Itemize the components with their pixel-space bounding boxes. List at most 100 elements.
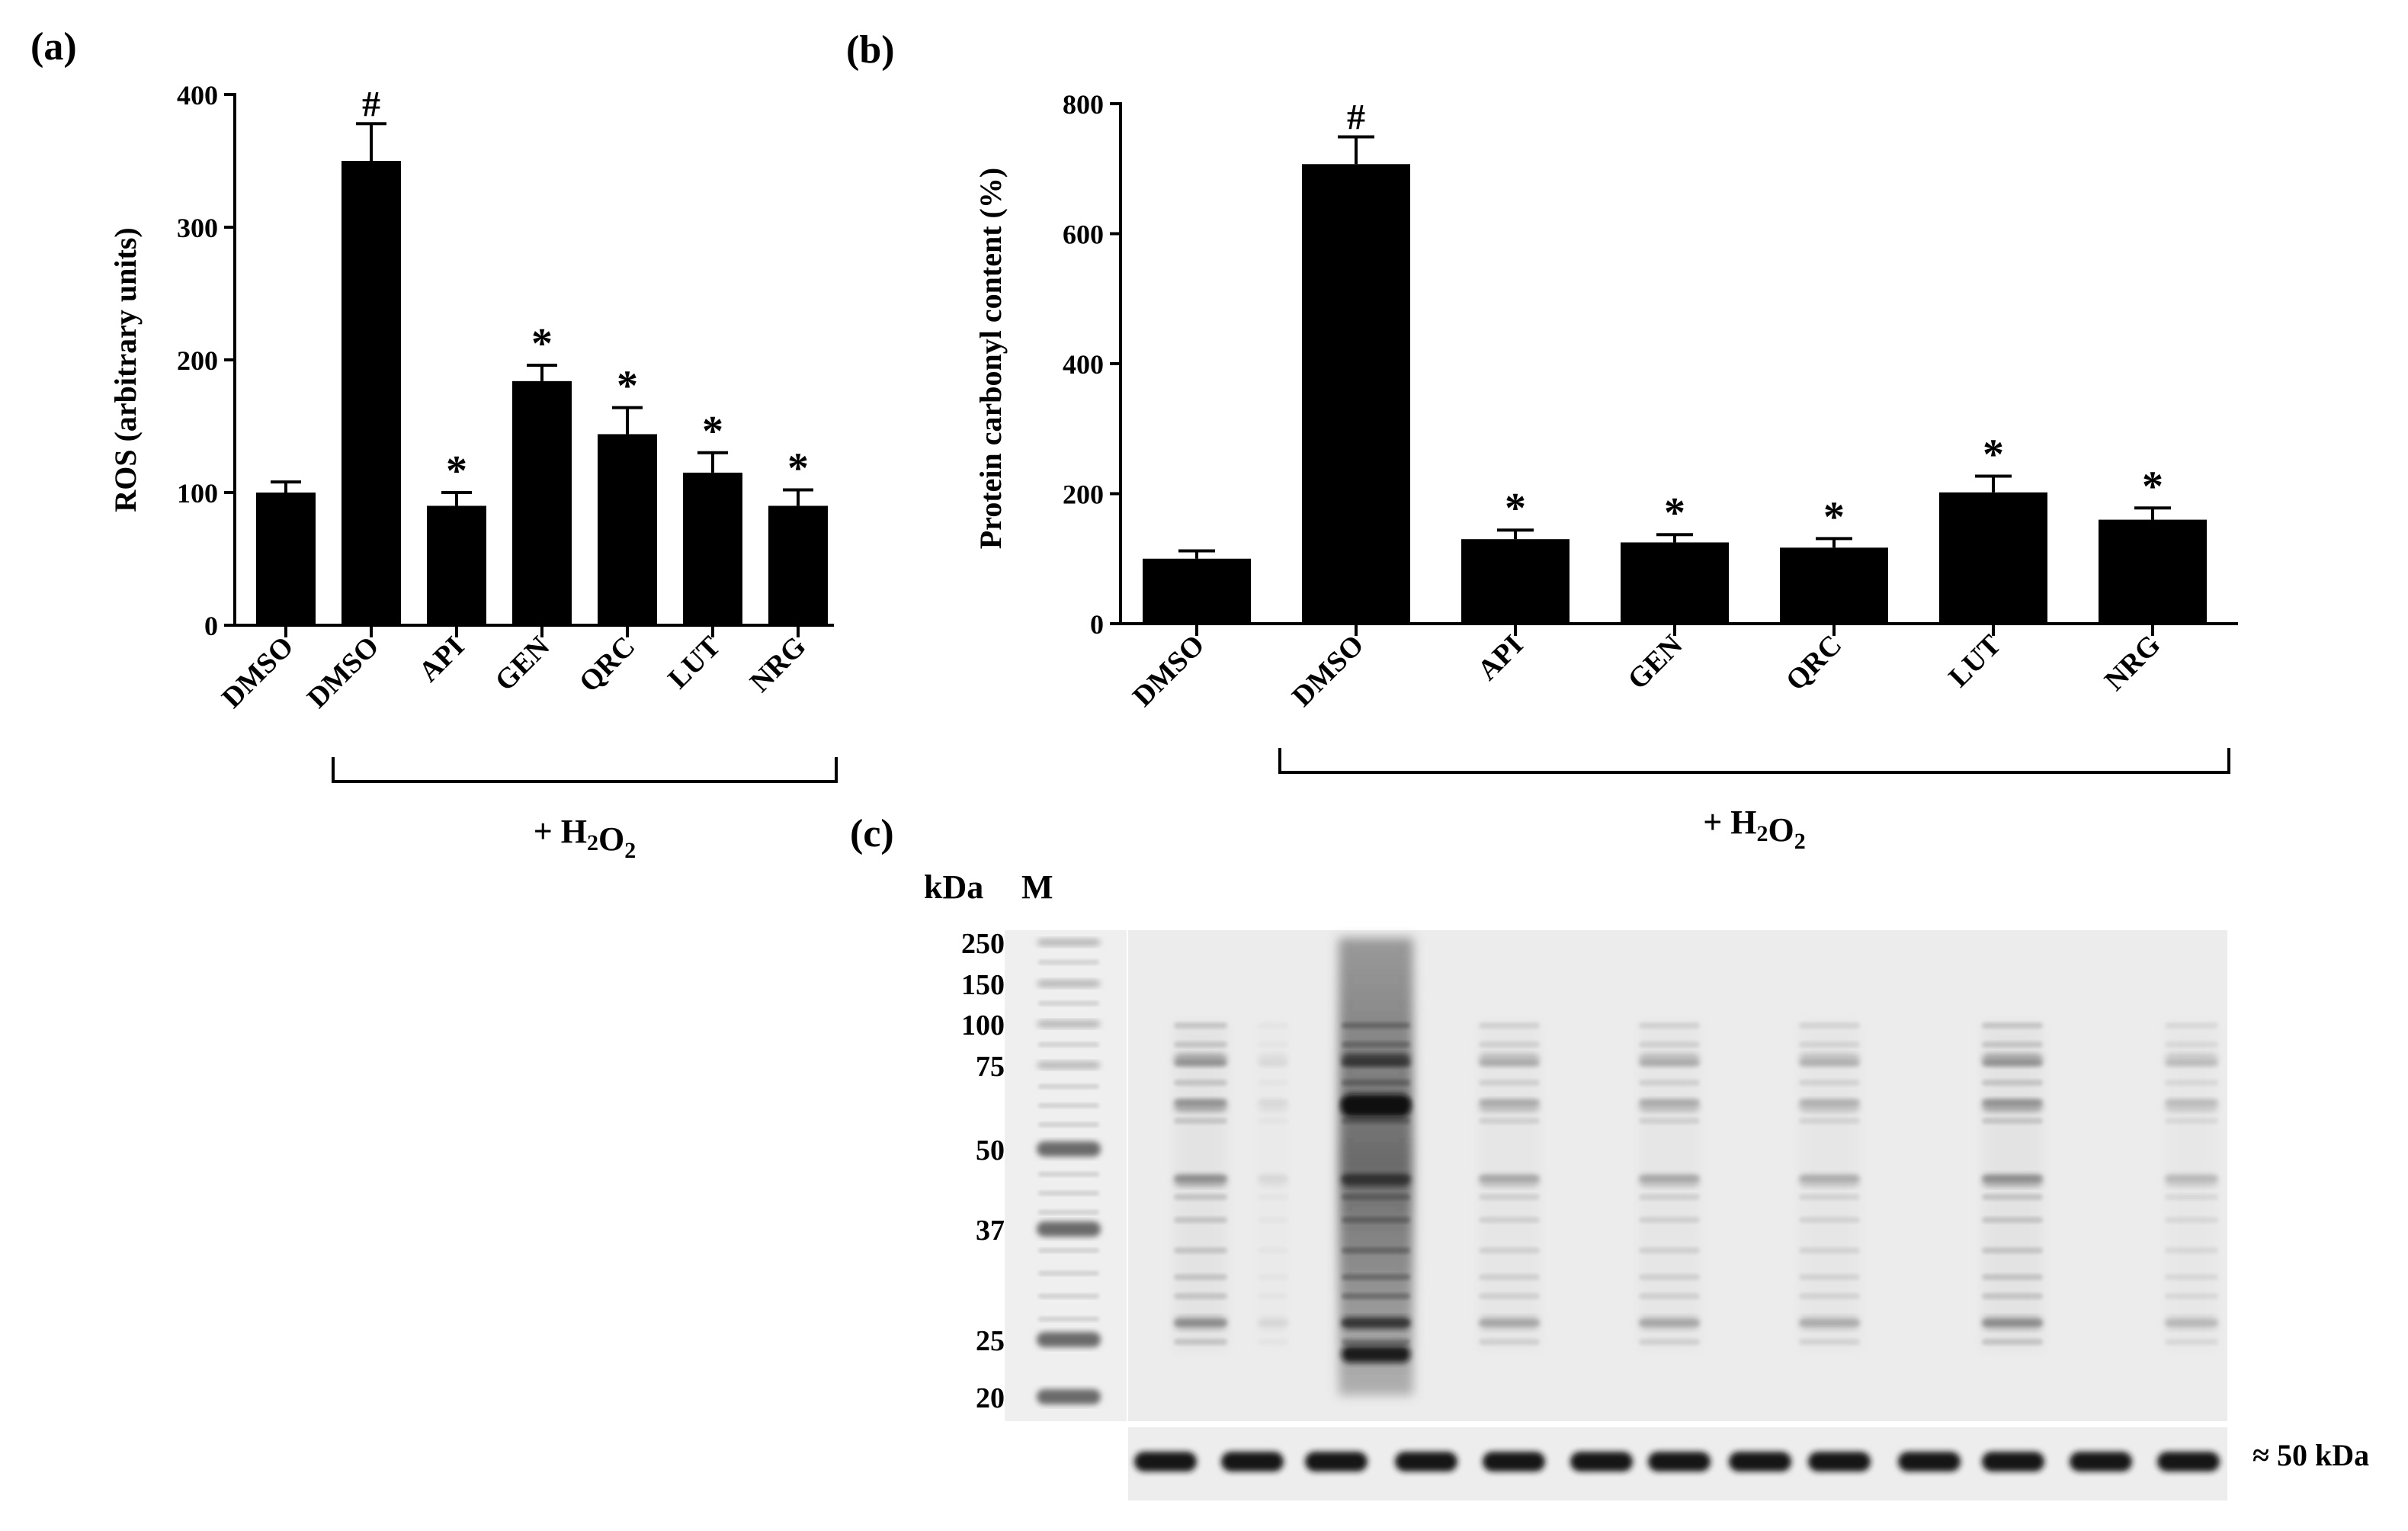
protein-band bbox=[1479, 1042, 1540, 1048]
protein-band bbox=[1479, 1022, 1540, 1029]
significance-star: * bbox=[1664, 489, 1685, 537]
protein-band bbox=[1258, 1194, 1288, 1200]
bar-nrg-6 bbox=[768, 506, 828, 625]
protein-band-strong bbox=[1342, 1346, 1410, 1362]
category-label: LUT bbox=[1942, 629, 2007, 694]
bar-api-2 bbox=[1461, 539, 1570, 624]
marker-size-label: 250 bbox=[961, 928, 1005, 960]
loading-control-band bbox=[1305, 1452, 1368, 1472]
protein-band bbox=[1258, 1042, 1288, 1048]
marker-size-label: 150 bbox=[961, 969, 1005, 1001]
protein-band bbox=[1639, 1339, 1700, 1345]
y-tick-label: 400 bbox=[1063, 349, 1104, 380]
category-label: DMSO bbox=[301, 631, 385, 714]
panel-label-b: (b) bbox=[846, 28, 895, 72]
protein-band bbox=[1479, 1217, 1540, 1223]
protein-band bbox=[1639, 1080, 1700, 1086]
marker-band-faint bbox=[1038, 1294, 1099, 1298]
marker-band bbox=[1037, 1221, 1101, 1237]
protein-band bbox=[1799, 1042, 1860, 1048]
marker-band bbox=[1037, 1020, 1101, 1028]
category-label: QRC bbox=[1780, 629, 1848, 697]
protein-band bbox=[1258, 1293, 1288, 1299]
bar-gen-3 bbox=[512, 380, 572, 625]
loading-control-band bbox=[1221, 1452, 1284, 1472]
loading-control-band bbox=[2070, 1452, 2132, 1472]
y-tick-label: 0 bbox=[204, 611, 218, 641]
protein-band-strong bbox=[1342, 1174, 1410, 1186]
loading-control-band bbox=[1648, 1452, 1711, 1472]
protein-band bbox=[1639, 1118, 1700, 1124]
marker-band-faint bbox=[1038, 1271, 1099, 1276]
bar-lut-5 bbox=[1939, 492, 2047, 624]
protein-band bbox=[1174, 1022, 1227, 1029]
protein-band-strong bbox=[1982, 1174, 2043, 1186]
treatment-bracket bbox=[332, 757, 838, 783]
protein-band bbox=[1174, 1339, 1227, 1345]
protein-band bbox=[1174, 1217, 1227, 1223]
protein-band-strong bbox=[1258, 1174, 1288, 1186]
marker-size-label: 37 bbox=[976, 1215, 1005, 1247]
loading-control-band bbox=[1808, 1452, 1871, 1472]
protein-band bbox=[1639, 1247, 1700, 1253]
marker-band-faint bbox=[1038, 1042, 1099, 1047]
protein-band-strong bbox=[1258, 1317, 1288, 1329]
protein-band bbox=[1799, 1217, 1860, 1223]
protein-band bbox=[1982, 1339, 2043, 1345]
bar-lut-5 bbox=[683, 472, 742, 625]
sample-lane-1 bbox=[1174, 1022, 1227, 1350]
protein-band bbox=[2165, 1293, 2218, 1299]
protein-band bbox=[1982, 1022, 2043, 1029]
category-label: NRG bbox=[744, 631, 812, 698]
protein-band bbox=[2165, 1247, 2218, 1253]
protein-band-strong bbox=[1479, 1054, 1540, 1066]
category-label: GEN bbox=[1621, 629, 1688, 696]
category-label: NRG bbox=[2099, 629, 2166, 697]
chart-panel-a: (a) ROS (arbitrary units) 0100200300400 … bbox=[30, 25, 838, 863]
sample-lane-7 bbox=[1982, 1022, 2043, 1350]
protein-band bbox=[1982, 1217, 2043, 1223]
protein-band-strong bbox=[1479, 1174, 1540, 1186]
category-label: DMSO bbox=[1127, 629, 1210, 713]
protein-band bbox=[1982, 1194, 2043, 1200]
marker-band-faint bbox=[1038, 960, 1099, 964]
marker-size-label: 50 bbox=[976, 1135, 1005, 1167]
protein-band bbox=[1342, 1274, 1410, 1280]
protein-band-strong bbox=[1639, 1174, 1700, 1186]
protein-band bbox=[1639, 1293, 1700, 1299]
treatment-label: + H2O2 bbox=[1703, 804, 1806, 854]
significance-star: * bbox=[1983, 431, 2004, 478]
marker-band bbox=[1037, 1389, 1101, 1404]
protein-band bbox=[1639, 1194, 1700, 1200]
significance-star: * bbox=[617, 363, 638, 410]
protein-band bbox=[2165, 1042, 2218, 1048]
protein-band bbox=[1174, 1274, 1227, 1280]
protein-band-strong bbox=[1479, 1317, 1540, 1329]
kda-label: kDa bbox=[924, 868, 983, 906]
protein-band-strong bbox=[1342, 1054, 1410, 1066]
protein-band bbox=[1982, 1247, 2043, 1253]
protein-band bbox=[1982, 1274, 2043, 1280]
category-label: QRC bbox=[573, 631, 641, 698]
bar-dmso-0 bbox=[1143, 558, 1251, 624]
protein-band bbox=[1174, 1293, 1227, 1299]
marker-band-faint bbox=[1038, 1191, 1099, 1196]
protein-band-strong bbox=[1174, 1099, 1227, 1112]
protein-band bbox=[1258, 1217, 1288, 1223]
significance-star: * bbox=[1505, 485, 1526, 532]
loading-control-band bbox=[2157, 1452, 2220, 1472]
protein-band bbox=[1982, 1042, 2043, 1048]
protein-band bbox=[2165, 1022, 2218, 1029]
bar-nrg-6 bbox=[2099, 519, 2207, 624]
sample-lane-6 bbox=[1799, 1022, 1860, 1350]
loading-control-band bbox=[1898, 1452, 1961, 1472]
protein-band bbox=[2165, 1339, 2218, 1345]
protein-band-strong bbox=[1174, 1317, 1227, 1329]
y-tick-label: 200 bbox=[1063, 480, 1104, 510]
bar-api-2 bbox=[427, 506, 486, 625]
protein-band-strong bbox=[2165, 1317, 2218, 1329]
protein-band bbox=[1799, 1339, 1860, 1345]
protein-band bbox=[1479, 1194, 1540, 1200]
sample-lane-4 bbox=[1479, 1022, 1540, 1350]
significance-star: * bbox=[787, 445, 809, 493]
